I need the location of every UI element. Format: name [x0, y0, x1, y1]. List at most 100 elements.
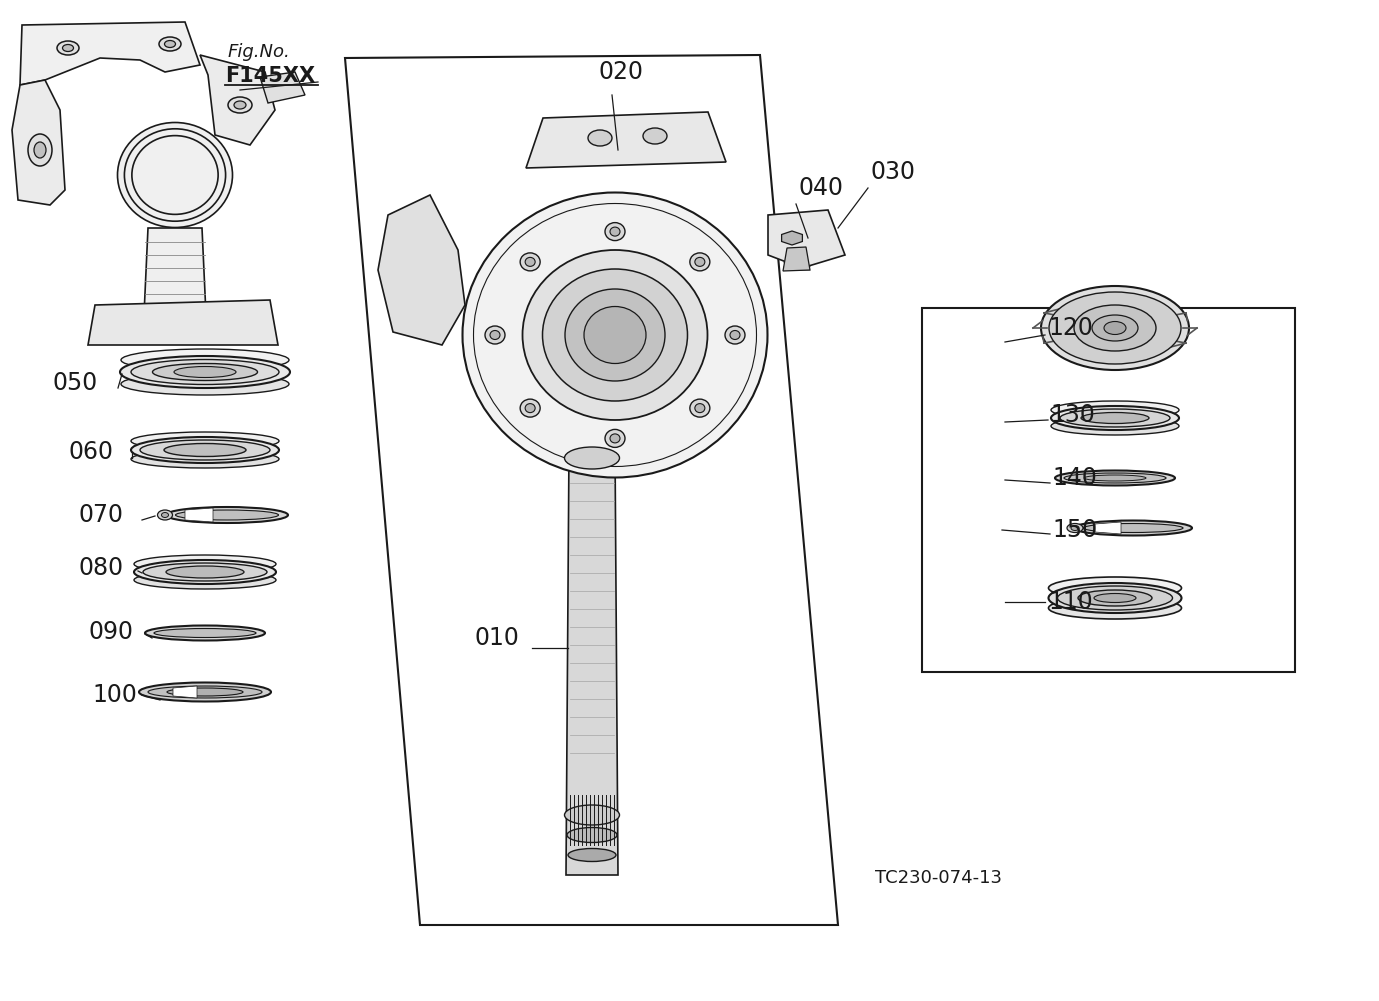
Ellipse shape: [145, 626, 265, 641]
Polygon shape: [525, 112, 725, 168]
Ellipse shape: [1074, 521, 1191, 536]
Ellipse shape: [523, 250, 707, 420]
Ellipse shape: [1105, 321, 1127, 334]
Text: 140: 140: [1052, 466, 1096, 490]
Ellipse shape: [605, 429, 625, 447]
Text: 030: 030: [870, 160, 916, 184]
Ellipse shape: [134, 560, 276, 584]
Ellipse shape: [1051, 417, 1179, 435]
Text: 100: 100: [92, 683, 137, 707]
Ellipse shape: [161, 513, 168, 518]
Ellipse shape: [1048, 597, 1182, 619]
Ellipse shape: [605, 222, 625, 240]
Ellipse shape: [153, 363, 258, 380]
Ellipse shape: [729, 330, 741, 339]
Ellipse shape: [164, 443, 245, 456]
Ellipse shape: [1048, 577, 1182, 599]
Text: 070: 070: [79, 503, 123, 527]
Ellipse shape: [1055, 470, 1175, 485]
Ellipse shape: [1084, 475, 1146, 481]
Ellipse shape: [568, 849, 616, 862]
Ellipse shape: [131, 437, 279, 463]
Ellipse shape: [520, 253, 541, 271]
Text: 130: 130: [1049, 403, 1095, 427]
Ellipse shape: [120, 356, 290, 388]
Text: 090: 090: [88, 620, 132, 644]
Ellipse shape: [485, 326, 505, 344]
Text: 110: 110: [1048, 590, 1092, 614]
Ellipse shape: [143, 563, 268, 581]
Polygon shape: [200, 55, 274, 145]
Ellipse shape: [610, 433, 621, 442]
Ellipse shape: [131, 450, 279, 468]
Ellipse shape: [165, 507, 288, 523]
Ellipse shape: [159, 37, 181, 51]
Polygon shape: [21, 22, 200, 85]
Text: 020: 020: [598, 60, 643, 84]
Polygon shape: [768, 210, 845, 268]
Ellipse shape: [141, 440, 270, 460]
Ellipse shape: [131, 432, 279, 450]
Ellipse shape: [1074, 305, 1156, 351]
Ellipse shape: [167, 688, 243, 696]
Text: F145XX: F145XX: [225, 66, 316, 86]
Ellipse shape: [564, 805, 619, 825]
Text: 040: 040: [798, 176, 843, 200]
Ellipse shape: [1049, 292, 1180, 364]
Polygon shape: [782, 231, 803, 245]
Ellipse shape: [1071, 526, 1078, 531]
Ellipse shape: [695, 257, 705, 266]
Text: 010: 010: [474, 626, 520, 650]
Ellipse shape: [725, 326, 745, 344]
Ellipse shape: [1067, 524, 1083, 533]
Ellipse shape: [1051, 401, 1179, 419]
Ellipse shape: [121, 373, 290, 395]
Ellipse shape: [234, 101, 245, 109]
Ellipse shape: [165, 566, 244, 578]
Ellipse shape: [1041, 286, 1189, 370]
Ellipse shape: [28, 134, 52, 166]
Ellipse shape: [490, 330, 501, 339]
Ellipse shape: [1058, 586, 1172, 610]
Ellipse shape: [525, 257, 535, 266]
Ellipse shape: [542, 269, 688, 401]
Ellipse shape: [157, 510, 172, 520]
Ellipse shape: [462, 192, 768, 477]
Ellipse shape: [1083, 524, 1183, 533]
Polygon shape: [783, 247, 809, 271]
Ellipse shape: [1048, 583, 1182, 613]
Text: 150: 150: [1052, 518, 1098, 542]
Ellipse shape: [1094, 594, 1136, 603]
Ellipse shape: [1092, 315, 1138, 341]
Ellipse shape: [690, 253, 710, 271]
Polygon shape: [88, 300, 279, 345]
Polygon shape: [378, 195, 465, 345]
Polygon shape: [12, 80, 65, 205]
Ellipse shape: [583, 306, 645, 363]
Text: 050: 050: [52, 371, 98, 395]
Ellipse shape: [565, 289, 665, 381]
Ellipse shape: [148, 686, 262, 698]
Ellipse shape: [131, 359, 279, 384]
Text: 060: 060: [68, 440, 113, 464]
Ellipse shape: [117, 122, 233, 227]
Ellipse shape: [1065, 473, 1167, 483]
Ellipse shape: [174, 366, 236, 377]
Text: Fig.No.: Fig.No.: [228, 43, 291, 61]
Polygon shape: [565, 448, 618, 875]
Ellipse shape: [564, 447, 619, 469]
Ellipse shape: [567, 828, 616, 843]
Polygon shape: [1095, 522, 1121, 534]
Polygon shape: [185, 508, 212, 522]
Ellipse shape: [121, 349, 290, 371]
Ellipse shape: [520, 399, 541, 417]
Ellipse shape: [134, 555, 276, 573]
Ellipse shape: [154, 629, 256, 638]
Ellipse shape: [228, 97, 252, 113]
Ellipse shape: [1078, 590, 1151, 606]
Ellipse shape: [525, 403, 535, 412]
Ellipse shape: [587, 130, 612, 146]
Ellipse shape: [62, 44, 73, 51]
Ellipse shape: [175, 510, 279, 520]
Ellipse shape: [134, 571, 276, 589]
